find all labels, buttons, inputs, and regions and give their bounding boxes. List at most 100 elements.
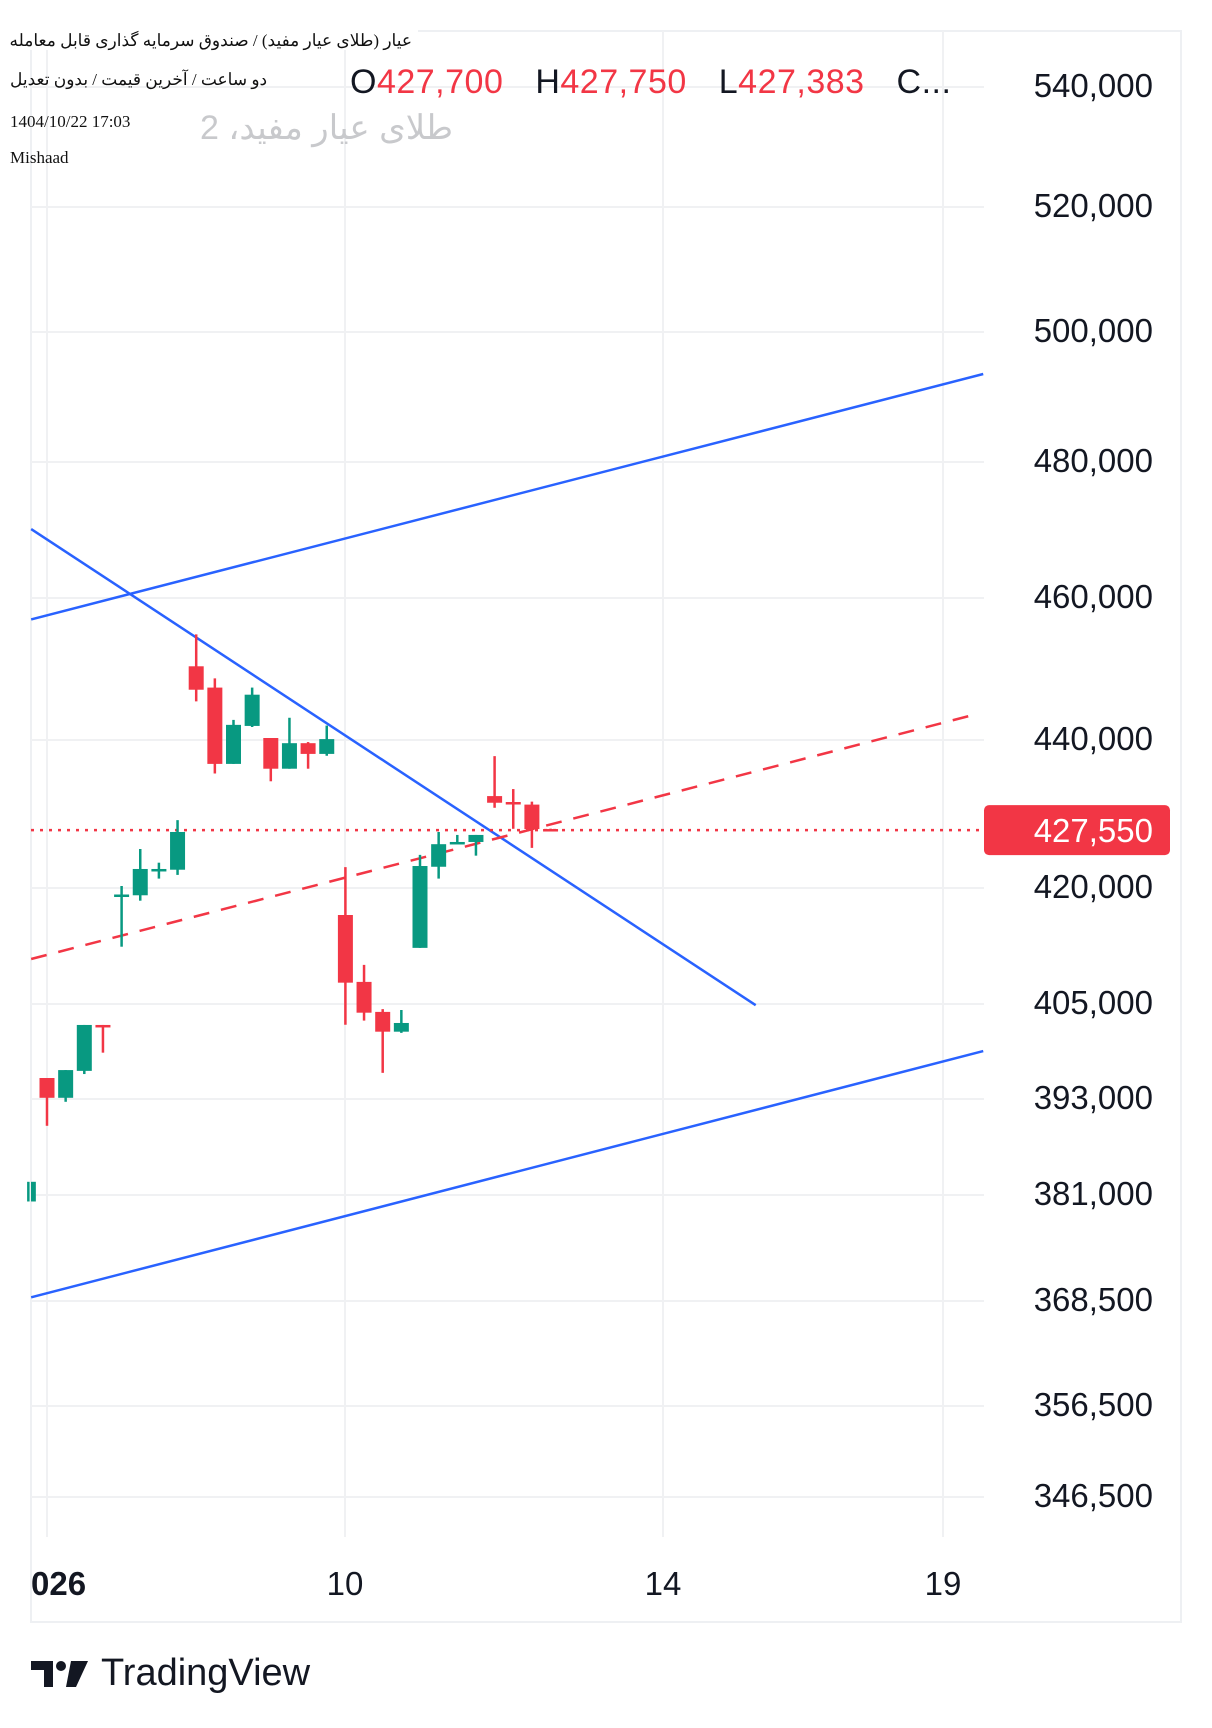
time-tick-label: 19 [925, 1565, 962, 1602]
chart-title: عیار (طلای عیار مفید) / صندوق سرمایه گذا… [9, 31, 412, 50]
candle-up [393, 1009, 409, 1033]
candle-body [524, 804, 540, 830]
candles [27, 634, 559, 1202]
candle-body [356, 981, 372, 1013]
candle-body [114, 894, 130, 898]
last-price-badge [984, 805, 1170, 856]
price-tick-label: 356,500 [1034, 1386, 1153, 1423]
candle-body [543, 829, 559, 832]
tradingview-wordmark: TradingView [101, 1652, 311, 1694]
candle-body [319, 739, 335, 754]
candle-body [31, 1181, 36, 1202]
candle-body [505, 802, 521, 805]
price-tick-label: 381,000 [1034, 1175, 1153, 1212]
price-tick-label: 540,000 [1034, 67, 1153, 104]
tradingview-logo[interactable]: TradingView [31, 1652, 310, 1695]
candle-up [76, 1024, 92, 1075]
time-tick-label: 10 [327, 1565, 364, 1602]
candle-body [188, 666, 204, 690]
candle-body [337, 915, 353, 983]
candle-up [151, 862, 167, 879]
candle-body [281, 743, 297, 769]
candle-body [226, 724, 241, 764]
candle-up [226, 719, 241, 764]
trendline-solid [30, 1049, 984, 1299]
tradingview-logo-icon [31, 1660, 88, 1687]
candle-up [58, 1070, 74, 1102]
low-label: L [718, 63, 739, 101]
candle-down [95, 1024, 111, 1053]
candle-up [132, 849, 148, 901]
chart-author: Mishaad [10, 148, 69, 167]
trendline-dashed [30, 713, 975, 961]
candle-body [39, 1078, 55, 1098]
low-value: 427,383 [738, 63, 865, 101]
chart-datetime: 1404/10/22 17:03 [10, 112, 131, 131]
candle-up [244, 687, 260, 727]
candle-up [281, 717, 297, 769]
candle-down [300, 742, 316, 769]
candle-up [468, 834, 484, 856]
last-price-label: 427,550 [1034, 812, 1153, 849]
candle-body [95, 1024, 111, 1028]
price-tick-label: 393,000 [1034, 1079, 1153, 1116]
trendline-solid [30, 527, 757, 1007]
candle-body [263, 738, 279, 769]
price-tick-label: 460,000 [1034, 578, 1153, 615]
candle-down [487, 756, 503, 808]
candle-down [505, 789, 521, 829]
candle-down [188, 634, 204, 702]
candle-down [524, 801, 540, 848]
ghost-symbol-label: طلای عیار مفید، 2 [200, 109, 454, 147]
price-tick-label: 405,000 [1034, 984, 1153, 1021]
candle-down [375, 1009, 391, 1073]
candle-up [449, 834, 465, 845]
price-axis: 540,000 520,000 500,000 480,000 460,000 440,0… [984, 67, 1170, 1514]
candle-body [58, 1070, 74, 1098]
candle-body [300, 743, 316, 754]
candle-body [151, 868, 167, 872]
candle-body [487, 796, 503, 803]
candle-up [114, 886, 130, 947]
open-value: 427,700 [376, 63, 504, 101]
price-tick-label: 420,000 [1034, 868, 1153, 905]
candle-body [468, 834, 484, 842]
candle-down [356, 964, 372, 1021]
time-tick-label: 026 [31, 1565, 86, 1602]
candle-up [431, 831, 447, 879]
price-tick-label: 520,000 [1034, 187, 1153, 224]
price-tick-label: 368,500 [1034, 1281, 1153, 1318]
candle-body [132, 868, 148, 896]
candle-up [412, 854, 428, 948]
time-tick-label: 14 [645, 1565, 682, 1602]
price-tick-label: 346,500 [1034, 1477, 1153, 1514]
high-value: 427,750 [560, 63, 687, 101]
candle-down [207, 678, 223, 774]
close-label: C... [896, 63, 952, 101]
candle-down [263, 738, 279, 782]
candle-up [319, 725, 335, 756]
candle-body [207, 687, 223, 764]
candle-body [375, 1011, 391, 1032]
trendline-solid [30, 372, 984, 621]
candle-body [170, 831, 186, 870]
high-label: H [535, 63, 561, 101]
candle-down [39, 1078, 55, 1126]
price-tick-label: 500,000 [1034, 312, 1153, 349]
candle-body [393, 1022, 409, 1032]
candle-body [76, 1024, 92, 1071]
price-tick-label: 480,000 [1034, 442, 1153, 479]
candle-body [412, 866, 428, 948]
candle-up [27, 1181, 36, 1202]
candle-down [543, 828, 559, 832]
ohlc-legend: O427,700 H427,750 L427,383 C... [350, 62, 951, 102]
chart-subtitle: دو ساعت / آخرین قیمت / بدون تعدیل [10, 70, 268, 89]
candle-body [431, 844, 447, 867]
price-tick-label: 440,000 [1034, 720, 1153, 757]
grid [31, 31, 984, 1537]
candle-up [170, 820, 186, 875]
candle-body [449, 841, 465, 845]
time-axis: 026 10 14 19 [31, 1565, 961, 1602]
open-label: O [350, 63, 377, 101]
